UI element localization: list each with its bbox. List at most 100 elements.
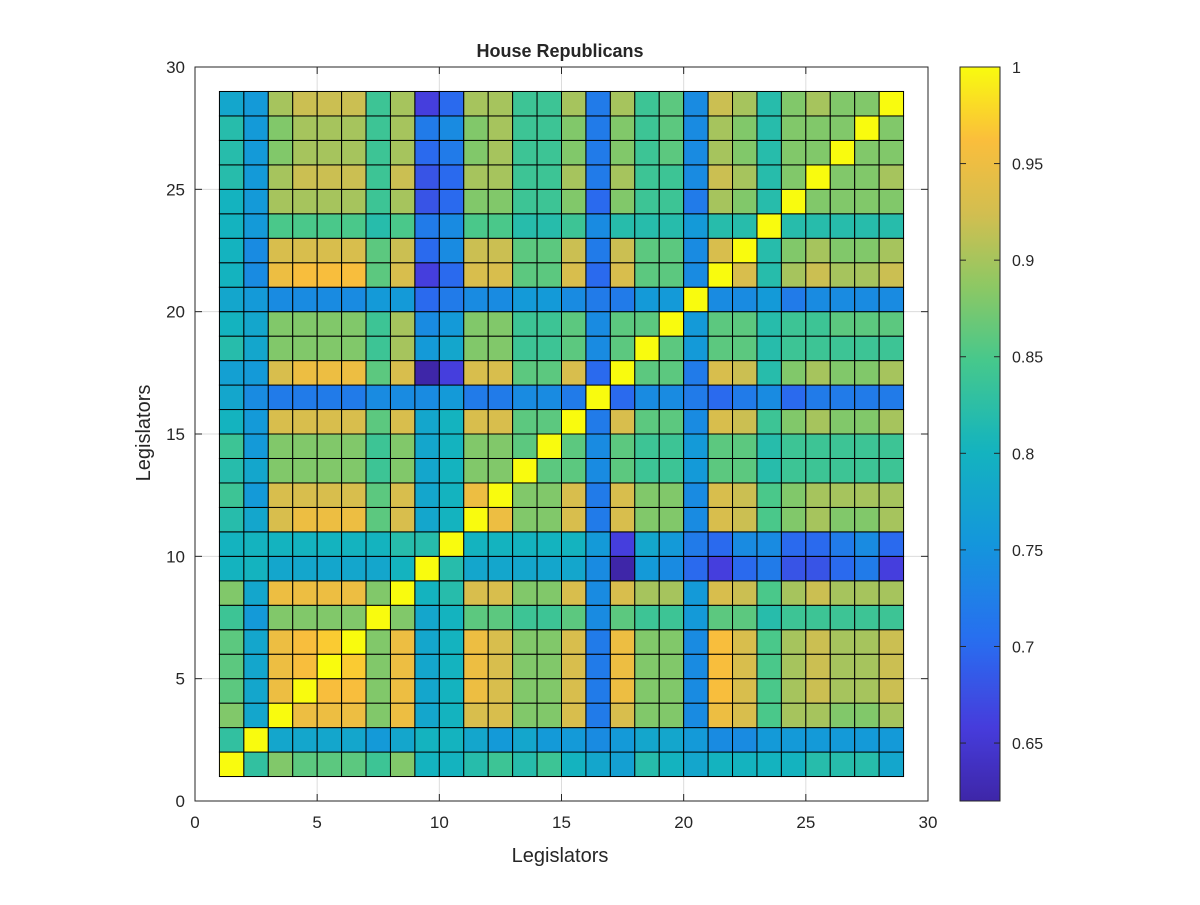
heatmap-cell (389, 262, 416, 288)
heatmap-cell (438, 555, 465, 582)
heatmap-cell (341, 311, 367, 337)
heatmap-cell (707, 678, 734, 704)
colorbar-tick-label: 0.85 (1012, 350, 1043, 367)
heatmap-cell (805, 457, 831, 484)
heatmap-cell (267, 360, 294, 386)
heatmap-cell (634, 678, 660, 704)
heatmap-cell (878, 311, 905, 337)
heatmap-cell (487, 262, 514, 288)
heatmap-cell (389, 433, 416, 459)
heatmap-cell (512, 629, 538, 655)
heatmap-cell (854, 580, 880, 606)
heatmap-cell (878, 335, 905, 362)
heatmap-cell (854, 262, 880, 288)
heatmap-cell (756, 727, 782, 753)
heatmap-cell (243, 482, 269, 508)
heatmap-cell (267, 286, 294, 313)
heatmap-cell (414, 751, 440, 778)
heatmap-cell (756, 311, 782, 337)
heatmap-cell (878, 286, 905, 313)
heatmap-cell (414, 139, 440, 166)
heatmap-cell (267, 213, 294, 239)
heatmap-cell (536, 653, 562, 680)
heatmap-cell (414, 580, 440, 606)
heatmap-cell (218, 555, 245, 582)
heatmap-cell (512, 580, 538, 606)
heatmap-cell (341, 629, 367, 655)
heatmap-cell (658, 139, 685, 166)
heatmap-cell (512, 188, 538, 215)
heatmap-cell (365, 555, 391, 582)
heatmap-cell (609, 384, 636, 411)
heatmap-cell (780, 751, 807, 778)
heatmap-cell (218, 115, 245, 141)
heatmap-cell (463, 751, 489, 778)
heatmap-cell (561, 311, 587, 337)
heatmap-cell (512, 237, 538, 264)
heatmap-cell (683, 751, 709, 778)
heatmap-cell (487, 213, 514, 239)
heatmap-cell (585, 409, 611, 435)
heatmap-cell (683, 90, 709, 117)
heatmap-cell (683, 164, 709, 190)
heatmap-cell (487, 139, 514, 166)
heatmap-cell (658, 457, 685, 484)
heatmap-cell (585, 213, 611, 239)
heatmap-cell (243, 409, 269, 435)
heatmap-cell (561, 678, 587, 704)
heatmap-cell (805, 164, 831, 190)
heatmap-cell (218, 702, 245, 729)
heatmap-cell (341, 555, 367, 582)
heatmap-cell (243, 702, 269, 729)
colorbar-tick-label: 0.8 (1012, 446, 1034, 463)
heatmap-cell (854, 506, 880, 533)
heatmap-cell (732, 237, 758, 264)
heatmap-cell (365, 139, 391, 166)
heatmap-cell (707, 506, 734, 533)
heatmap-cell (707, 604, 734, 631)
heatmap-cell (218, 139, 245, 166)
heatmap-cell (707, 164, 734, 190)
heatmap-cell (634, 213, 660, 239)
heatmap-cell (683, 727, 709, 753)
heatmap-cell (463, 433, 489, 459)
heatmap-cell (438, 457, 465, 484)
heatmap-cell (707, 286, 734, 313)
heatmap-cell (389, 629, 416, 655)
heatmap-cell (780, 286, 807, 313)
heatmap-cell (438, 262, 465, 288)
heatmap-cell (292, 164, 318, 190)
heatmap-cell (829, 188, 856, 215)
heatmap-cell (341, 531, 367, 557)
heatmap-cell (292, 262, 318, 288)
heatmap-cell (414, 384, 440, 411)
heatmap-cell (389, 360, 416, 386)
heatmap-cell (218, 262, 245, 288)
heatmap-cell (585, 506, 611, 533)
heatmap-cell (707, 90, 734, 117)
heatmap-cell (829, 360, 856, 386)
colorbar-gradient (959, 66, 1001, 802)
heatmap-cell (536, 727, 562, 753)
heatmap-cell (609, 433, 636, 459)
y-tick-label: 5 (176, 670, 185, 689)
heatmap-cell (487, 751, 514, 778)
heatmap-cell (389, 457, 416, 484)
heatmap-cell (780, 188, 807, 215)
heatmap-cell (878, 727, 905, 753)
heatmap-cell (414, 164, 440, 190)
heatmap-cell (829, 90, 856, 117)
heatmap-cell (634, 115, 660, 141)
heatmap-cell (365, 751, 391, 778)
heatmap-cell (658, 115, 685, 141)
heatmap-cell (561, 727, 587, 753)
heatmap-cell (438, 727, 465, 753)
heatmap-cell (438, 213, 465, 239)
heatmap-cell (805, 629, 831, 655)
heatmap-cell (732, 751, 758, 778)
heatmap-cell (634, 286, 660, 313)
heatmap-cell (243, 262, 269, 288)
heatmap-cell (316, 262, 343, 288)
heatmap-cell (707, 433, 734, 459)
heatmap-cell (512, 213, 538, 239)
